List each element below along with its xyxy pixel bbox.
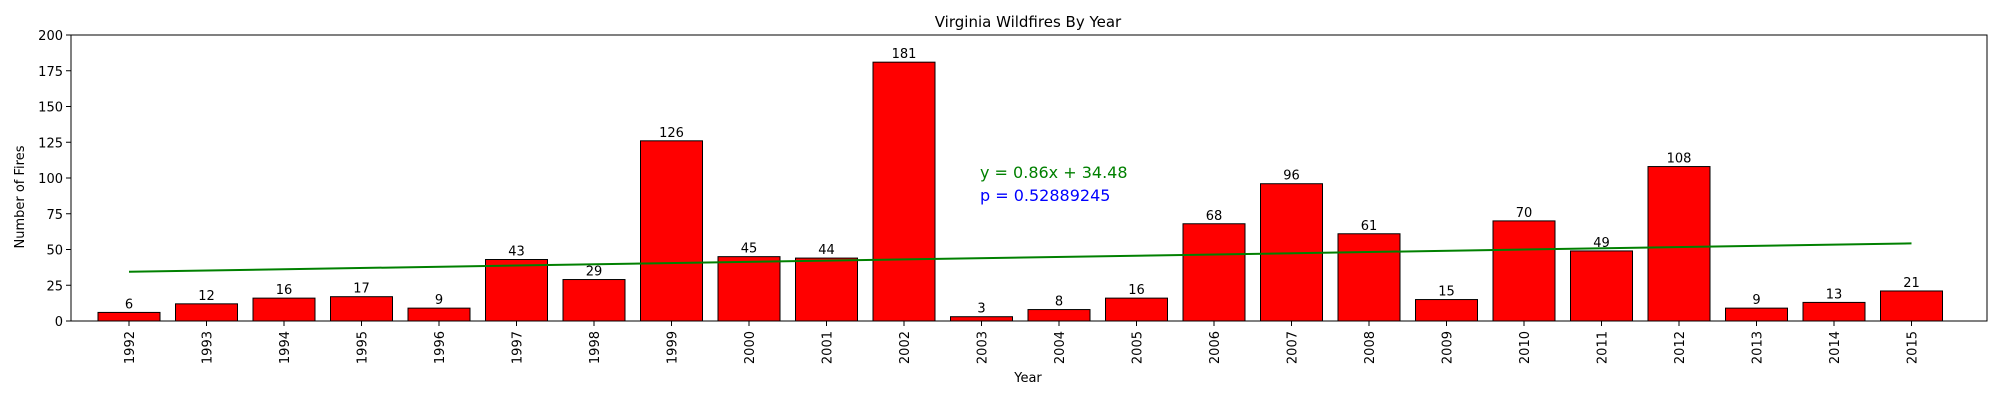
x-tick-label-2002: 2002 <box>898 331 913 364</box>
x-axis-title: Year <box>1013 371 1042 386</box>
data-label-2007: 96 <box>1283 169 1300 184</box>
data-label-1997: 43 <box>508 245 525 260</box>
data-label-2008: 61 <box>1361 219 1378 234</box>
x-tick-label-1996: 1996 <box>433 331 448 364</box>
bar-1994 <box>252 297 316 322</box>
x-tick-label-2008: 2008 <box>1363 331 1378 364</box>
x-tick-label-2013: 2013 <box>1751 331 1766 364</box>
data-label-2010: 70 <box>1516 206 1533 221</box>
x-tick-label-1995: 1995 <box>356 331 371 364</box>
x-tick-label-1997: 1997 <box>511 331 526 364</box>
data-label-1998: 29 <box>586 265 603 280</box>
p-value-annotation: p = 0.52889245 <box>980 186 1110 205</box>
x-tick-label-1992: 1992 <box>123 331 138 364</box>
x-tick-label-2001: 2001 <box>821 331 836 364</box>
x-tick-label-1993: 1993 <box>201 331 216 364</box>
x-tick-label-2004: 2004 <box>1053 331 1068 364</box>
y-tick-label-100: 100 <box>38 172 63 187</box>
x-tick-label-1994: 1994 <box>278 331 293 364</box>
bar-2012 <box>1647 166 1711 322</box>
bar-2014 <box>1802 301 1866 322</box>
bar-2010 <box>1492 220 1556 322</box>
data-label-2011: 49 <box>1593 236 1610 251</box>
y-tick-label-0: 0 <box>55 315 63 330</box>
data-label-1995: 17 <box>353 282 370 297</box>
data-label-2015: 21 <box>1903 276 1920 291</box>
x-tick-label-2015: 2015 <box>1906 331 1921 364</box>
bar-2002 <box>872 61 936 322</box>
x-tick-label-2009: 2009 <box>1441 331 1456 364</box>
bar-1998 <box>562 279 626 322</box>
bar-2004 <box>1027 309 1091 322</box>
data-label-2001: 44 <box>818 243 835 258</box>
x-tick-label-2007: 2007 <box>1286 331 1301 364</box>
y-axis-title: Number of Fires <box>13 145 28 248</box>
trend-equation-annotation: y = 0.86x + 34.48 <box>980 163 1128 182</box>
y-tick-label-75: 75 <box>46 208 63 223</box>
bar-2008 <box>1337 233 1401 322</box>
bar-2005 <box>1105 297 1168 322</box>
data-label-2009: 15 <box>1438 285 1455 300</box>
bar-1997 <box>485 259 548 322</box>
x-tick-label-2003: 2003 <box>976 331 991 364</box>
bar-1995 <box>330 296 393 322</box>
data-label-2006: 68 <box>1206 209 1223 224</box>
data-label-2003: 3 <box>977 302 985 317</box>
y-tick-label-175: 175 <box>38 65 63 80</box>
data-label-2014: 13 <box>1826 287 1843 302</box>
y-tick-label-125: 125 <box>38 136 63 151</box>
bar-2001 <box>795 257 858 322</box>
y-tick-label-50: 50 <box>46 244 63 259</box>
bar-1993 <box>175 303 238 322</box>
x-tick-label-2006: 2006 <box>1208 331 1223 364</box>
x-tick-label-2005: 2005 <box>1131 331 1146 364</box>
bar-2003 <box>950 316 1013 322</box>
bar-1992 <box>97 311 161 322</box>
bar-2015 <box>1880 290 1943 322</box>
bars-layer <box>97 61 1943 322</box>
bar-2000 <box>717 256 781 322</box>
y-tick-label-150: 150 <box>38 101 63 116</box>
data-label-2012: 108 <box>1667 152 1692 167</box>
bar-2011 <box>1570 250 1633 322</box>
trendline <box>128 242 1912 273</box>
data-label-2002: 181 <box>892 47 917 62</box>
data-label-1994: 16 <box>276 283 293 298</box>
bar-1996 <box>407 307 471 322</box>
x-tick-label-2014: 2014 <box>1828 331 1843 364</box>
data-label-1992: 6 <box>125 297 133 312</box>
y-tick-label-25: 25 <box>46 279 63 294</box>
data-label-1996: 9 <box>435 293 443 308</box>
x-tick-label-1998: 1998 <box>588 331 603 364</box>
chart-title: Virginia Wildfires By Year <box>935 13 1122 31</box>
data-label-1993: 12 <box>198 289 215 304</box>
y-tick-label-200: 200 <box>38 29 63 44</box>
x-tick-label-2000: 2000 <box>743 331 758 364</box>
data-labels-layer: 6 12 16 17 9 43 29 126 45 44 181 3 8 16 68 96 61 15 70 49 10… <box>125 47 1920 317</box>
data-label-2000: 45 <box>741 242 758 257</box>
x-tick-label-2010: 2010 <box>1518 331 1533 364</box>
x-tick-label-2011: 2011 <box>1596 331 1611 364</box>
bar-1999 <box>640 140 703 322</box>
plot-frame <box>70 34 1988 322</box>
data-label-2005: 16 <box>1128 283 1145 298</box>
bar-2013 <box>1725 307 1788 322</box>
ticks-layer: 1992 1993 1994 1995 1996 1997 1998 1999 2000 2001… <box>38 29 1920 364</box>
data-label-2004: 8 <box>1055 295 1063 310</box>
x-tick-label-2012: 2012 <box>1673 331 1688 364</box>
x-tick-label-1999: 1999 <box>666 331 681 364</box>
data-label-1999: 126 <box>659 126 684 141</box>
bar-2006 <box>1182 223 1246 322</box>
data-label-2013: 9 <box>1752 293 1760 308</box>
bar-2009 <box>1415 299 1478 322</box>
